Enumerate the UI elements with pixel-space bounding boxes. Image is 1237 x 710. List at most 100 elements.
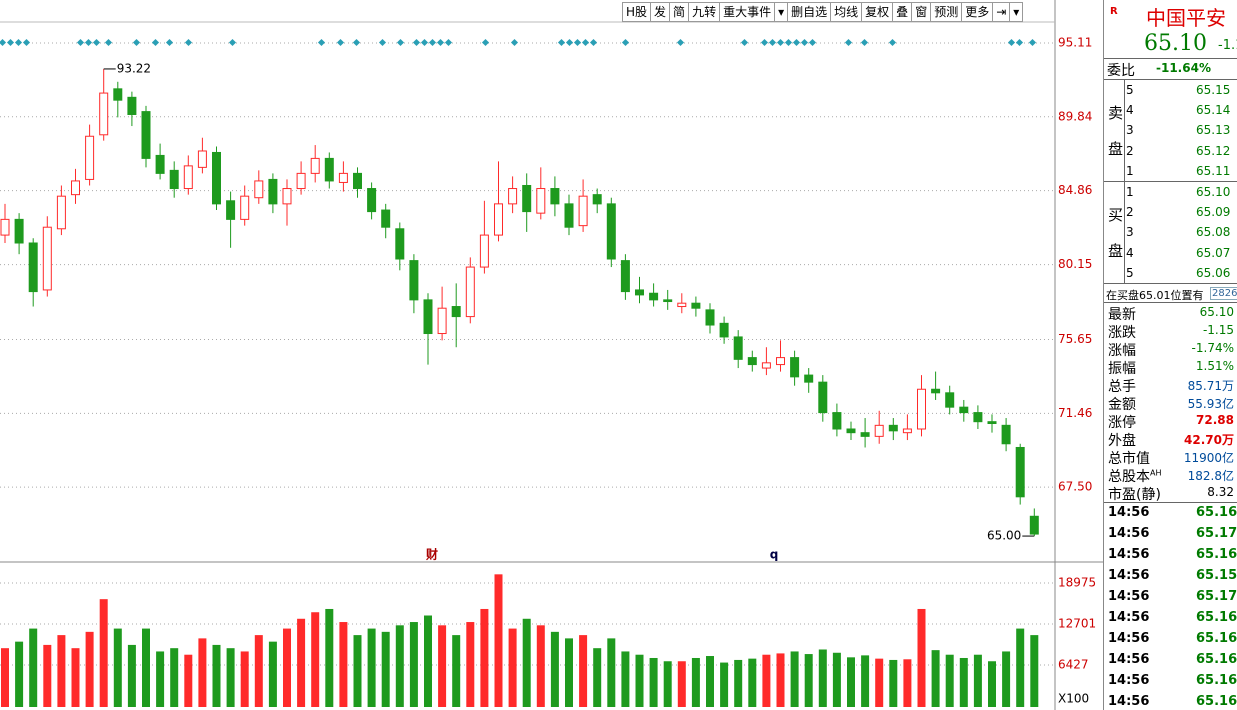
volume-bar: [184, 654, 193, 707]
volume-bar: [691, 657, 700, 707]
candle-body: [197, 150, 207, 168]
volume-bar: [706, 656, 714, 707]
book-side-label: 盘: [1108, 140, 1124, 158]
book-level: 3: [1126, 225, 1134, 240]
volume-bar: [15, 641, 24, 707]
event-diamond: [760, 38, 769, 47]
event-diamond: [557, 38, 566, 47]
candle-body: [324, 157, 334, 182]
toolbar-button[interactable]: 复权: [862, 2, 894, 22]
candle-body: [761, 362, 771, 369]
book-price: 65.08: [1196, 225, 1231, 240]
candle-body: [353, 172, 362, 190]
toolbar-button[interactable]: 更多: [962, 2, 994, 22]
volume-bar: [212, 644, 221, 707]
event-diamond: [481, 38, 490, 47]
candle-body: [945, 392, 955, 408]
volume-bar: [959, 657, 968, 707]
toolbar-button[interactable]: ▾: [775, 2, 789, 22]
event-diamond: [396, 38, 405, 47]
volume-bar: [198, 638, 207, 707]
candle-body: [338, 172, 348, 183]
volume-bar: [142, 628, 150, 707]
candle-body: [888, 424, 898, 432]
high-label: 93.22: [117, 61, 151, 75]
event-diamond: [740, 38, 749, 47]
volume-bar: [1030, 635, 1039, 707]
stat-value: 55.93亿: [1187, 397, 1234, 411]
volume-bar: [325, 608, 334, 707]
candle-body: [465, 266, 475, 318]
stat-value: 85.71万: [1187, 379, 1234, 393]
y-tick-label: 89.84: [1058, 109, 1092, 123]
event-marker: 财: [425, 547, 438, 562]
volume-bar: [917, 608, 926, 707]
toolbar-button[interactable]: 窗: [912, 2, 932, 22]
volume-bar: [113, 628, 122, 707]
candle-body: [99, 92, 109, 136]
y-tick-label: 80.15: [1058, 257, 1092, 271]
book-level: 2: [1126, 205, 1134, 220]
stat-label: 总市值: [1108, 451, 1150, 467]
candle-body: [367, 188, 377, 213]
separator: [1104, 302, 1237, 303]
separator: [1104, 181, 1237, 182]
toolbar-button[interactable]: 预测: [931, 2, 963, 22]
volume-bar: [226, 648, 235, 707]
volume-bar: [988, 661, 996, 707]
candle-body: [451, 306, 461, 318]
trade-price: 65.16: [1196, 694, 1237, 709]
event-diamond: [420, 38, 429, 47]
toolbar-button[interactable]: ⇥: [993, 2, 1011, 22]
candle-body: [169, 169, 179, 190]
book-price: 65.12: [1196, 143, 1231, 158]
volume-bar: [268, 641, 277, 707]
toolbar-button[interactable]: 均线: [831, 2, 863, 22]
volume-bar: [71, 648, 80, 707]
event-diamond: [1028, 38, 1037, 47]
event-diamond: [784, 38, 793, 47]
toolbar-button[interactable]: 发: [651, 2, 671, 22]
toolbar-button[interactable]: 删自选: [788, 2, 832, 22]
toolbar-button[interactable]: 叠: [893, 2, 913, 22]
notice-qty: 2826: [1210, 287, 1237, 300]
candle-body: [113, 88, 123, 101]
trade-price: 65.15: [1196, 568, 1237, 583]
event-diamond: [132, 38, 141, 47]
candle-body: [85, 135, 95, 180]
event-diamond: [621, 38, 630, 47]
volume-bar: [353, 635, 362, 707]
book-level: 5: [1126, 265, 1134, 280]
y-tick-label: 71.46: [1058, 406, 1092, 420]
volume-bar: [438, 625, 447, 707]
book-price: 65.10: [1196, 185, 1231, 199]
book-level: 3: [1126, 123, 1134, 138]
stat-label: 最新: [1108, 307, 1136, 323]
volume-bar: [85, 631, 94, 707]
volume-tick-label: 12701: [1058, 616, 1096, 630]
stat-value: 42.70万: [1184, 433, 1234, 447]
trade-time: 14:56: [1108, 673, 1150, 688]
event-diamond: [573, 38, 582, 47]
toolbar-button[interactable]: H股: [622, 2, 652, 22]
volume-bar: [579, 635, 588, 707]
candle-body: [917, 388, 926, 430]
candle-body: [381, 209, 391, 228]
toolbar-button[interactable]: ▾: [1010, 2, 1024, 22]
candle-body: [42, 226, 52, 291]
candle-body: [719, 322, 729, 338]
toolbar-button[interactable]: 简: [670, 2, 690, 22]
toolbar-button[interactable]: 九转: [689, 2, 721, 22]
event-diamond: [104, 38, 113, 47]
quote-panel: R中国平安65.10-1.1委比-11.64%卖盘565.15465.14365…: [1103, 0, 1237, 710]
stat-value: 65.10: [1199, 305, 1234, 319]
volume-bar: [973, 654, 982, 707]
event-diamond: [776, 38, 785, 47]
candle-body: [296, 172, 306, 190]
stat-label: 涨幅: [1108, 343, 1136, 359]
event-diamond: [792, 38, 801, 47]
toolbar-button[interactable]: 重大事件: [720, 2, 776, 22]
candle-body: [747, 357, 757, 366]
event-diamond: [378, 38, 387, 47]
book-level: 4: [1126, 245, 1134, 260]
